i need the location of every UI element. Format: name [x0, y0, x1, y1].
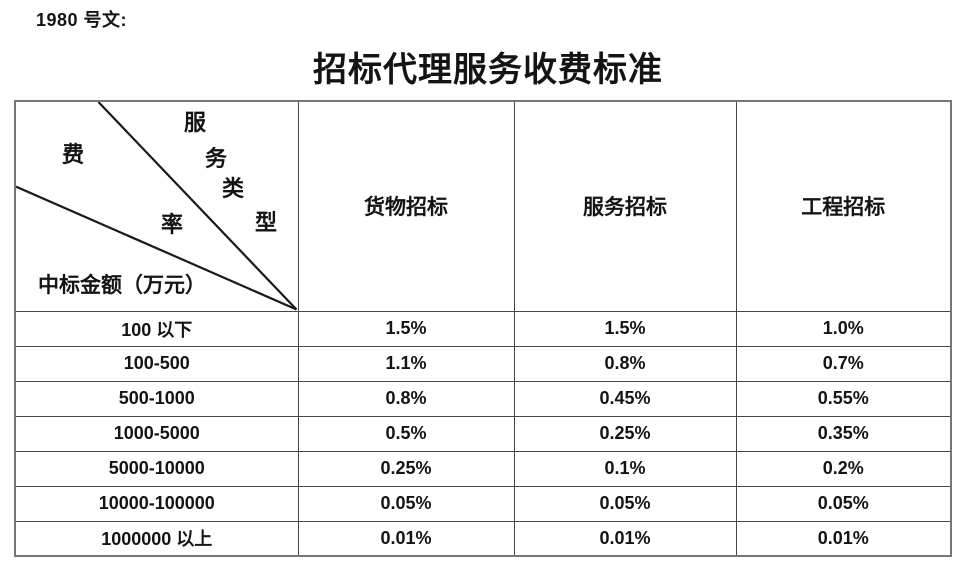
diagonal-header-content: 服 务 类 型 费 率 中标金额（万元） [16, 102, 297, 310]
corner-service-type-char-3: 类 [222, 176, 245, 201]
corner-service-type-char-4: 型 [255, 210, 278, 235]
table-row: 10000-100000 0.05% 0.05% 0.05% [14, 485, 952, 522]
table-row: 100-500 1.1% 0.8% 0.7% [14, 345, 952, 382]
table-header-row: 服 务 类 型 费 率 中标金额（万元） 货物招标 服务招标 工程招标 [14, 100, 952, 312]
table-row: 1000-5000 0.5% 0.25% 0.35% [14, 415, 952, 452]
rate-cell: 0.2% [735, 450, 952, 487]
corner-service-type-char-2: 务 [205, 146, 228, 171]
corner-amount-label: 中标金额（万元） [38, 273, 206, 297]
table-row: 500-1000 0.8% 0.45% 0.55% [14, 380, 952, 417]
rate-cell: 0.25% [297, 450, 515, 487]
corner-service-type-char-1: 服 [184, 110, 207, 135]
column-header-goods: 货物招标 [297, 100, 515, 312]
rate-cell: 0.7% [735, 345, 952, 382]
table-row: 5000-10000 0.25% 0.1% 0.2% [14, 450, 952, 487]
row-header-cell: 100-500 [14, 345, 299, 382]
corner-rate-char: 率 [161, 212, 184, 237]
table-row: 100 以下 1.5% 1.5% 1.0% [14, 310, 952, 347]
rate-cell: 1.1% [297, 345, 515, 382]
diagonal-split-lines [16, 102, 297, 310]
rate-cell: 0.5% [297, 415, 515, 452]
rate-cell: 0.55% [735, 380, 952, 417]
row-header-cell: 1000000 以上 [14, 520, 299, 557]
rate-cell: 0.8% [297, 380, 515, 417]
diagonal-header-cell: 服 务 类 型 费 率 中标金额（万元） [14, 100, 299, 312]
rate-cell: 1.0% [735, 310, 952, 347]
column-header-engineering: 工程招标 [735, 100, 952, 312]
column-header-service: 服务招标 [513, 100, 737, 312]
table-row: 1000000 以上 0.01% 0.01% 0.01% [14, 520, 952, 557]
rate-cell: 0.35% [735, 415, 952, 452]
rate-cell: 0.05% [513, 485, 737, 522]
rate-cell: 0.01% [735, 520, 952, 557]
rate-cell: 1.5% [297, 310, 515, 347]
corner-fee-char: 费 [62, 142, 85, 167]
page-title: 招标代理服务收费标准 [313, 52, 663, 89]
rate-cell: 0.45% [513, 380, 737, 417]
fee-standard-table: 服 务 类 型 费 率 中标金额（万元） 货物招标 服务招标 工程招标 100 … [14, 100, 952, 557]
row-header-cell: 10000-100000 [14, 485, 299, 522]
rate-cell: 1.5% [513, 310, 737, 347]
row-header-cell: 500-1000 [14, 380, 299, 417]
row-header-cell: 5000-10000 [14, 450, 299, 487]
rate-cell: 0.01% [513, 520, 737, 557]
rate-cell: 0.8% [513, 345, 737, 382]
doc-number-label: 1980 号文: [36, 10, 128, 30]
rate-cell: 0.01% [297, 520, 515, 557]
row-header-cell: 100 以下 [14, 310, 299, 347]
rate-cell: 0.25% [513, 415, 737, 452]
row-header-cell: 1000-5000 [14, 415, 299, 452]
rate-cell: 0.05% [297, 485, 515, 522]
rate-cell: 0.05% [735, 485, 952, 522]
rate-cell: 0.1% [513, 450, 737, 487]
